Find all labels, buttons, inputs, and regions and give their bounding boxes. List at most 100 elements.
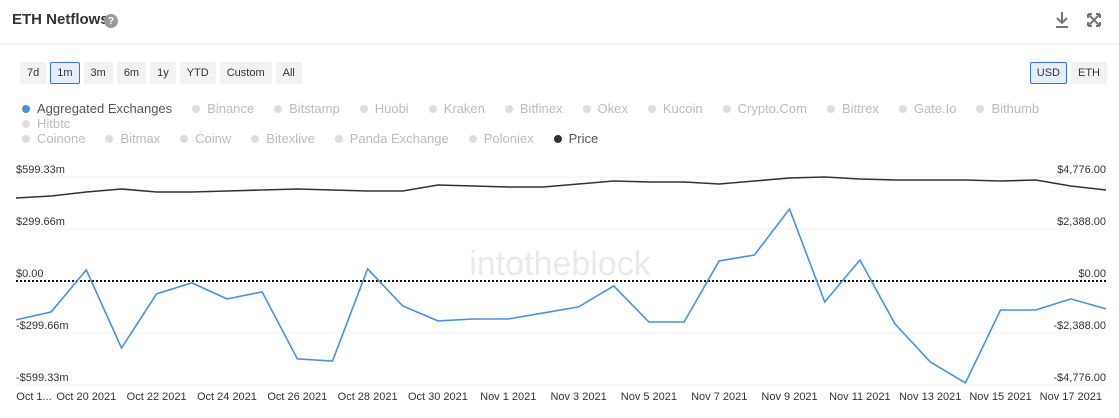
help-icon[interactable]: [104, 14, 118, 28]
legend-marker: [582, 104, 591, 113]
range-button[interactable]: 1y: [150, 62, 176, 84]
y2-tick-label: -$4,776.00: [1053, 372, 1106, 384]
legend-label: Coinone: [37, 131, 86, 146]
legend-item[interactable]: Bittrex: [826, 101, 879, 116]
chart-title: ETH Netflows: [12, 11, 109, 28]
legend-item[interactable]: Binance: [192, 101, 254, 116]
x-tick-label: Nov 11 2021: [829, 391, 891, 403]
legend-marker: [180, 134, 189, 143]
legend-marker: [647, 104, 656, 113]
y2-tick-label: $4,776.00: [1057, 164, 1106, 176]
legend-item[interactable]: Bitstamp: [274, 101, 340, 116]
legend-label: Coinw: [195, 131, 232, 146]
legend-label: Panda Exchange: [349, 131, 449, 146]
legend-marker: [468, 134, 477, 143]
x-tick-label: Nov 7 2021: [691, 391, 747, 403]
legend-item[interactable]: Gate.Io: [898, 101, 957, 116]
help-icon-text: ?: [108, 16, 114, 27]
y2-tick-label: -$2,388.00: [1053, 320, 1106, 332]
x-tick-label: Oct 30 2021: [408, 391, 468, 403]
y-tick-label: -$299.66m: [16, 320, 69, 332]
legend-item[interactable]: Coinone: [22, 131, 85, 146]
range-button[interactable]: 3m: [83, 62, 113, 84]
range-buttons: 7d 1m 3m 6m 1y YTD Custom All: [20, 62, 302, 84]
legend-item[interactable]: Okex: [582, 101, 628, 116]
y2-tick-label: $0.00: [1078, 268, 1106, 280]
legend-marker: [553, 134, 562, 143]
x-tick-label: Nov 1 2021: [480, 391, 536, 403]
x-tick-label: Nov 9 2021: [761, 391, 817, 403]
legend-label: Bitexlive: [266, 131, 315, 146]
legend-marker: [898, 104, 907, 113]
range-button[interactable]: 6m: [116, 62, 147, 84]
series-line: [15, 176, 1107, 199]
legend-item[interactable]: Hitbtc: [22, 116, 70, 131]
x-tick-label: Oct 28 2021: [338, 391, 398, 403]
y-tick-label: $599.33m: [16, 164, 65, 176]
legend-marker: [105, 134, 114, 143]
legend-marker: [274, 104, 283, 113]
x-tick-label: Oct 24 2021: [197, 391, 257, 403]
x-tick-label: Nov 3 2021: [550, 391, 606, 403]
legend-label: Price: [568, 131, 599, 146]
legend-label: Okex: [597, 101, 628, 116]
x-tick-label: Oct 1...: [16, 391, 51, 403]
range-button[interactable]: 7d: [20, 62, 47, 84]
y-tick-label: $0.00: [16, 268, 44, 280]
y-tick-label: $299.66m: [16, 216, 65, 228]
legend-item[interactable]: Kucoin: [647, 101, 703, 116]
range-button[interactable]: YTD: [179, 62, 216, 84]
series-line: [15, 207, 1107, 385]
legend-marker: [826, 104, 835, 113]
legend-marker: [359, 104, 368, 113]
legend-label: Poloniex: [483, 131, 534, 146]
x-tick-label: Nov 5 2021: [621, 391, 677, 403]
watermark: intotheblock: [469, 245, 651, 283]
legend-item[interactable]: Huobi: [359, 101, 409, 116]
legend-item[interactable]: Bitexlive: [251, 131, 315, 146]
legend: Aggregated Exchanges Binance Bitstamp Huobi…: [22, 101, 1112, 146]
legend-label: Bithumb: [991, 101, 1040, 116]
x-tick-label: Oct 20 2021: [56, 391, 116, 403]
legend-label: Binance: [207, 101, 255, 116]
legend-item[interactable]: Poloniex: [468, 131, 534, 146]
legend-item[interactable]: Bithumb: [976, 101, 1039, 116]
x-tick-label: Nov 17 2021: [1040, 391, 1102, 403]
legend-item[interactable]: Price: [553, 131, 599, 146]
legend-item[interactable]: Aggregated Exchanges: [22, 101, 172, 116]
legend-item[interactable]: Kraken: [428, 101, 485, 116]
legend-label: Bitfinex: [519, 101, 563, 116]
legend-label: Kucoin: [662, 101, 703, 116]
legend-marker: [22, 119, 30, 128]
legend-item[interactable]: Crypto.Com: [722, 101, 807, 116]
legend-label: Aggregated Exchanges: [37, 101, 173, 116]
y2-tick-label: $2,388.00: [1057, 216, 1106, 228]
x-tick-label: Nov 15 2021: [969, 391, 1031, 403]
legend-item[interactable]: Panda Exchange: [334, 131, 449, 146]
legend-item[interactable]: Coinw: [180, 131, 231, 146]
legend-item[interactable]: Bitfinex: [504, 101, 563, 116]
range-button[interactable]: 1m: [50, 62, 80, 84]
x-tick-label: Oct 26 2021: [267, 391, 327, 403]
expand-icon[interactable]: [1087, 13, 1101, 27]
legend-label: Bitmax: [120, 131, 161, 146]
legend-item[interactable]: Bitmax: [105, 131, 160, 146]
legend-marker: [976, 104, 985, 113]
legend-label: Gate.Io: [913, 101, 957, 116]
legend-marker: [22, 104, 30, 113]
legend-marker: [22, 134, 30, 143]
range-button[interactable]: USD: [1029, 62, 1067, 84]
range-button[interactable]: Custom: [219, 62, 272, 84]
legend-label: Hitbtc: [37, 116, 71, 131]
legend-marker: [251, 134, 260, 143]
y-tick-label: -$599.33m: [16, 372, 69, 384]
legend-label: Huobi: [374, 101, 409, 116]
range-button[interactable]: ETH: [1071, 62, 1107, 84]
download-icon[interactable]: [1056, 12, 1068, 28]
range-button[interactable]: All: [275, 62, 302, 84]
x-tick-label: Oct 22 2021: [127, 391, 187, 403]
x-tick-label: Nov 13 2021: [899, 391, 961, 403]
legend-marker: [722, 104, 731, 113]
